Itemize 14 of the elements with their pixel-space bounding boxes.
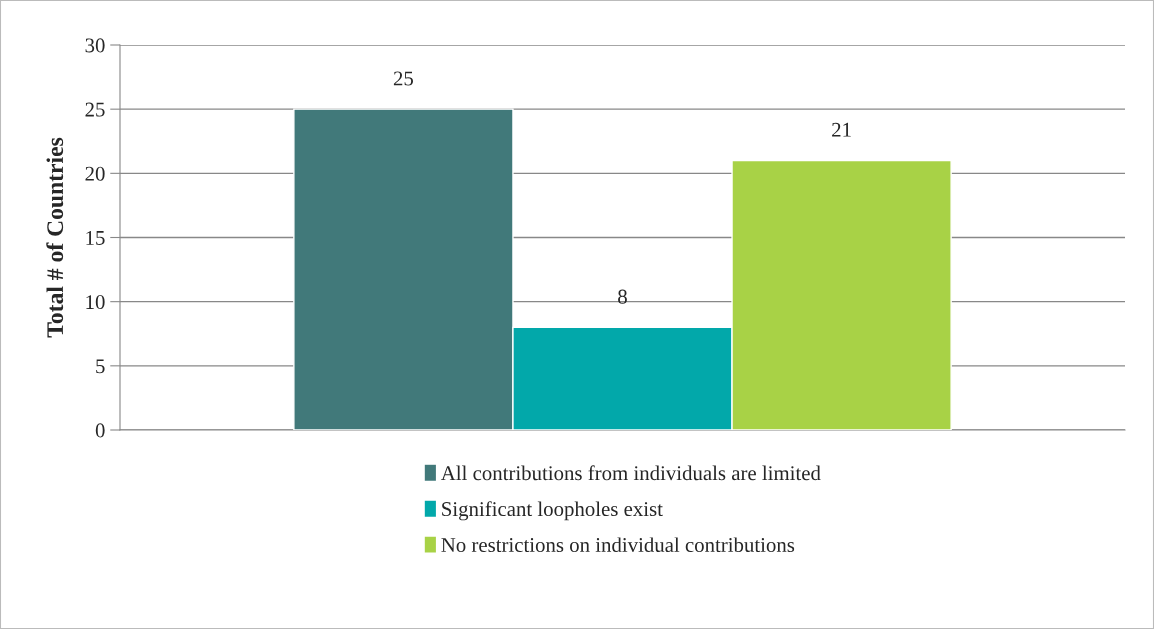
y-tick-label: 15 xyxy=(86,230,105,245)
legend-label: All contributions from individuals are limited xyxy=(440,465,821,481)
y-tick-label: 25 xyxy=(85,102,105,117)
data-label: 21 xyxy=(832,122,851,137)
data-label: 25 xyxy=(393,71,414,86)
y-tick-label: 0 xyxy=(95,423,105,438)
data-label: 8 xyxy=(618,289,627,304)
y-tick-label: 20 xyxy=(85,166,105,181)
y-tick-label: 10 xyxy=(86,295,105,310)
y-tick-label: 5 xyxy=(96,359,105,374)
legend-label: No restrictions on individual contributions xyxy=(441,537,795,553)
legend-label: Significant loopholes exist xyxy=(442,501,663,521)
y-tick-label: 30 xyxy=(85,38,105,53)
y-axis-title: Total # of Countries xyxy=(46,137,64,338)
